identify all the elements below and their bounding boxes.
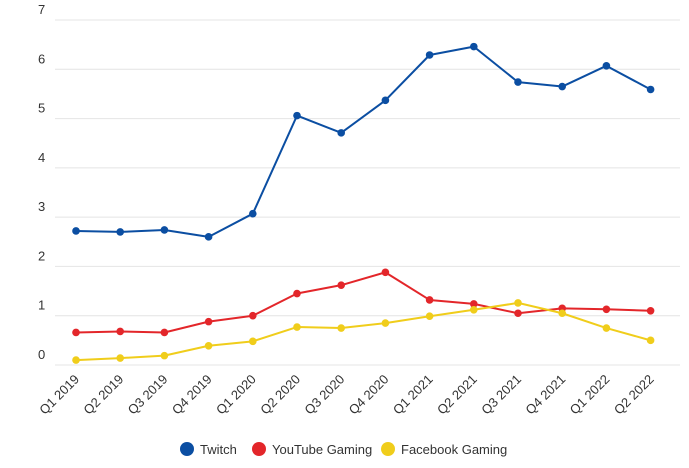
data-point [337, 324, 346, 332]
data-point [293, 289, 301, 298]
x-tick-label: Q3 2019 [125, 372, 171, 418]
data-point [337, 129, 346, 137]
data-point [381, 268, 390, 277]
legend-label: Facebook Gaming [401, 442, 507, 457]
data-point [160, 351, 169, 360]
legend-label: YouTube Gaming [272, 442, 372, 457]
y-tick-label: 5 [38, 101, 45, 116]
data-point [204, 341, 213, 350]
series-2 [72, 299, 655, 364]
data-point [558, 82, 566, 91]
x-tick-label: Q1 2020 [213, 372, 259, 418]
series-line [75, 45, 652, 238]
x-tick-label: Q4 2021 [522, 372, 568, 418]
data-point [116, 354, 124, 362]
data-point [381, 96, 390, 105]
data-point [558, 309, 566, 318]
data-point [425, 312, 434, 321]
data-point [646, 85, 655, 94]
y-tick-label: 0 [38, 347, 45, 362]
data-point [160, 328, 169, 337]
x-tick-label: Q2 2019 [80, 372, 126, 418]
data-point [116, 228, 124, 236]
y-axis-ticks: 0 1 2 3 4 5 6 7 [38, 2, 45, 362]
data-point [72, 356, 80, 364]
data-point [337, 281, 346, 289]
data-point [425, 296, 434, 304]
data-point [514, 78, 522, 86]
x-tick-label: Q4 2019 [169, 372, 215, 418]
data-point [514, 299, 522, 307]
y-tick-label: 2 [38, 248, 45, 263]
legend: Twitch YouTube Gaming Facebook Gaming [180, 442, 507, 457]
series-line [75, 301, 651, 362]
data-point [204, 317, 213, 326]
data-point [72, 328, 80, 337]
data-point [116, 327, 124, 336]
legend-item: Twitch [180, 442, 237, 457]
x-tick-label: Q1 2022 [567, 372, 613, 418]
series-layer [72, 42, 655, 364]
data-point [470, 306, 478, 314]
y-tick-label: 6 [38, 51, 45, 66]
data-point [249, 311, 257, 320]
y-tick-label: 1 [38, 298, 45, 313]
data-point [602, 305, 611, 314]
data-point [646, 336, 655, 345]
series-0 [72, 42, 655, 241]
gridlines [55, 19, 680, 366]
data-point [470, 42, 478, 51]
data-point [249, 337, 257, 346]
x-tick-label: Q2 2020 [257, 372, 303, 418]
data-point [293, 323, 301, 331]
x-tick-label: Q3 2021 [478, 372, 524, 418]
x-tick-label: Q1 2021 [390, 372, 436, 418]
y-tick-label: 7 [38, 2, 45, 17]
data-point [425, 51, 434, 59]
x-tick-label: Q4 2020 [346, 372, 392, 418]
legend-swatch [180, 442, 194, 456]
legend-swatch [381, 442, 395, 456]
x-tick-label: Q3 2020 [301, 372, 347, 418]
data-point [381, 319, 390, 327]
series-1 [72, 268, 655, 337]
x-tick-label: Q2 2022 [611, 372, 657, 418]
data-point [293, 111, 301, 120]
x-tick-label: Q1 2019 [36, 372, 82, 418]
data-point [602, 324, 611, 332]
series-line [75, 271, 651, 334]
data-point [249, 209, 257, 218]
y-tick-label: 3 [38, 199, 45, 214]
legend-label: Twitch [200, 442, 237, 457]
data-point [72, 227, 80, 235]
legend-item: YouTube Gaming [252, 442, 372, 457]
legend-swatch [252, 442, 266, 456]
legend-item: Facebook Gaming [381, 442, 507, 457]
data-point [204, 233, 213, 241]
data-point [646, 306, 655, 315]
x-tick-label: Q2 2021 [434, 372, 480, 418]
y-tick-label: 4 [38, 150, 45, 165]
data-point [602, 62, 611, 70]
data-point [160, 226, 169, 234]
data-point [514, 309, 522, 318]
data-point [470, 300, 478, 308]
